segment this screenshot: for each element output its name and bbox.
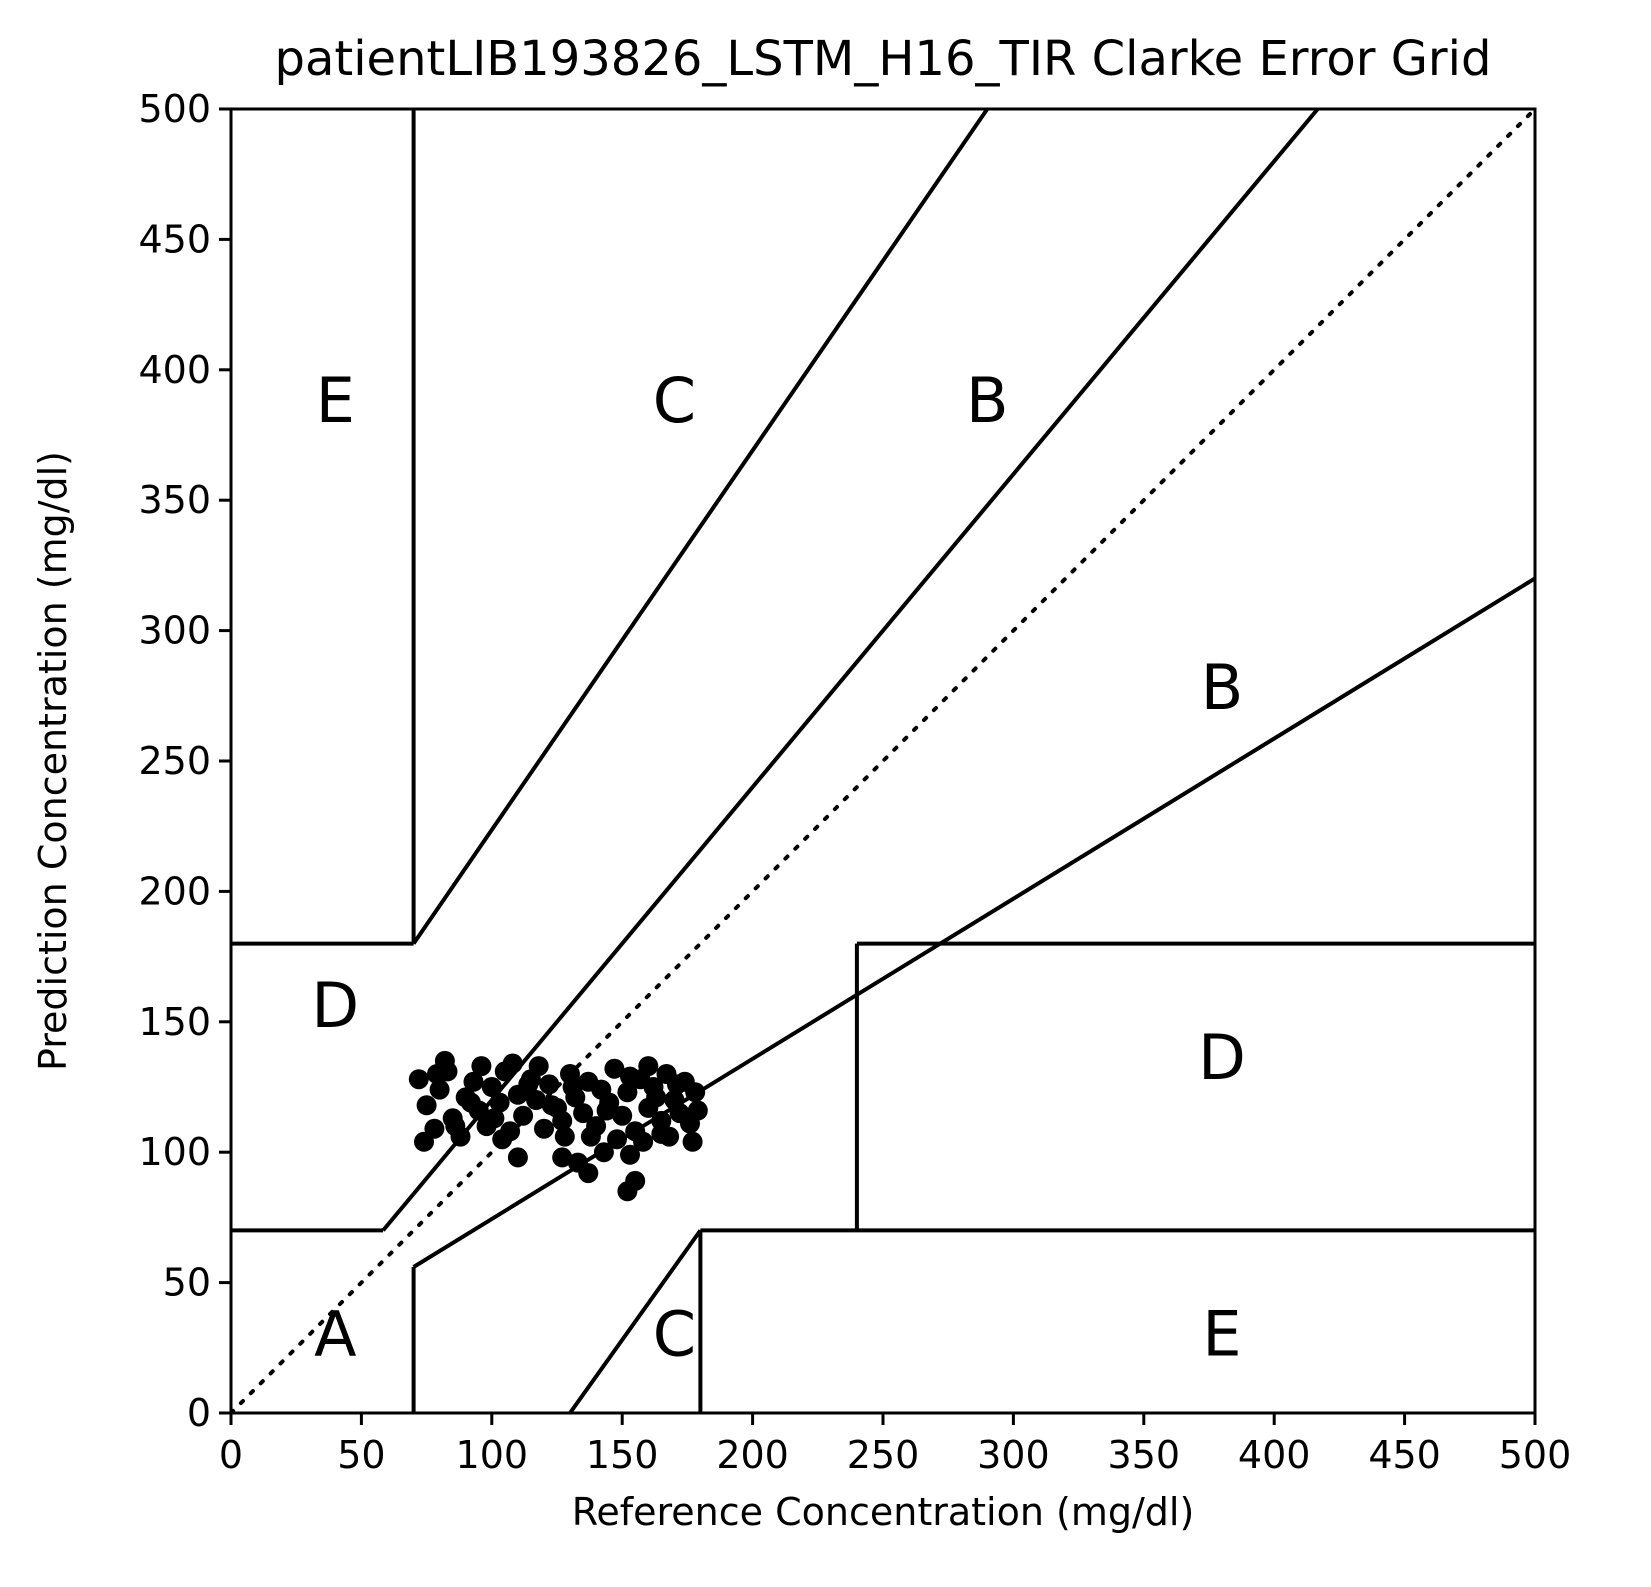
data-point: [646, 1087, 667, 1108]
x-tick-label: 300: [977, 1433, 1050, 1477]
y-tick-label: 400: [138, 348, 211, 392]
data-point: [573, 1103, 594, 1124]
data-point: [492, 1129, 513, 1150]
data-point: [620, 1144, 640, 1165]
data-point: [502, 1053, 523, 1074]
data-point: [463, 1071, 484, 1092]
data-point: [408, 1069, 429, 1090]
zone-label-d: D: [1198, 1021, 1246, 1094]
data-point: [604, 1058, 625, 1079]
y-tick-label: 300: [138, 609, 211, 653]
data-point: [416, 1095, 437, 1116]
x-tick-label: 100: [456, 1433, 529, 1477]
data-point: [539, 1074, 560, 1095]
x-tick-label: 500: [1499, 1433, 1572, 1477]
data-point: [471, 1056, 492, 1077]
zone-label-c: C: [653, 364, 696, 437]
y-tick-label: 100: [138, 1130, 211, 1174]
data-point: [534, 1118, 554, 1139]
x-tick-label: 250: [847, 1433, 920, 1477]
data-point: [484, 1108, 505, 1129]
data-point: [552, 1147, 573, 1168]
zone-label-b: B: [966, 364, 1009, 437]
y-tick-label: 150: [138, 1000, 211, 1044]
data-point: [414, 1131, 434, 1152]
c-upper-boundary: [411, 107, 989, 945]
data-point: [562, 1077, 583, 1097]
data-point: [638, 1056, 659, 1077]
data-point: [518, 1074, 539, 1095]
zone-label-e: E: [1202, 1298, 1241, 1371]
x-tick-label: 450: [1368, 1433, 1441, 1477]
zone-label-d: D: [311, 969, 359, 1042]
identity-line: [229, 107, 1537, 1415]
data-point: [633, 1131, 654, 1152]
data-point: [445, 1116, 466, 1137]
zone-label-c: C: [653, 1298, 696, 1371]
data-point: [593, 1142, 614, 1163]
y-axis: 0 50 100 150 200 250 300 350 400 450 500: [138, 87, 231, 1435]
chart-title: patientLIB193826_LSTM_H16_TIR Clarke Err…: [275, 31, 1492, 87]
data-point: [513, 1105, 534, 1126]
x-axis: 0 50 100 150 200 250 300 350 400 450 500: [219, 1413, 1571, 1477]
y-tick-label: 500: [138, 87, 211, 131]
data-point: [552, 1110, 573, 1131]
x-tick-label: 350: [1108, 1433, 1181, 1477]
x-tick-label: 400: [1238, 1433, 1311, 1477]
y-tick-label: 50: [163, 1261, 211, 1305]
data-point: [554, 1126, 575, 1147]
y-tick-label: 350: [138, 478, 211, 522]
data-point: [507, 1147, 528, 1168]
data-point: [620, 1066, 640, 1087]
zone-label-a: A: [314, 1298, 356, 1371]
x-tick-label: 150: [586, 1433, 659, 1477]
zone-label-e: E: [316, 364, 355, 437]
data-point: [596, 1100, 617, 1121]
data-point: [460, 1092, 481, 1113]
data-point: [687, 1100, 708, 1121]
data-point: [617, 1082, 638, 1103]
data-point: [429, 1079, 450, 1100]
data-point: [607, 1129, 627, 1150]
data-point: [427, 1064, 447, 1084]
data-point: [526, 1090, 547, 1110]
data-point: [489, 1092, 510, 1113]
x-tick-label: 0: [219, 1433, 243, 1477]
zone-labels: A B B C C D D E E: [311, 364, 1245, 1371]
data-point: [651, 1123, 672, 1144]
zone-label-b: B: [1201, 651, 1244, 724]
data-point: [580, 1126, 601, 1147]
y-tick-label: 250: [138, 739, 211, 783]
data-point: [612, 1105, 633, 1126]
data-point: [578, 1163, 599, 1184]
data-points: [408, 1050, 708, 1202]
data-point: [617, 1181, 638, 1202]
x-axis-label: Reference Concentration (mg/dl): [572, 1490, 1195, 1534]
zone-lines: [229, 107, 1537, 1415]
y-tick-label: 450: [138, 217, 211, 261]
b-upper-low-segment: [381, 1192, 416, 1232]
data-point: [528, 1056, 549, 1077]
data-point: [682, 1131, 703, 1152]
x-tick-label: 200: [716, 1433, 789, 1477]
data-point: [667, 1074, 687, 1095]
data-point: [481, 1077, 502, 1097]
c-lower-boundary: [568, 1229, 703, 1415]
y-tick-label: 0: [187, 1391, 211, 1435]
y-tick-label: 200: [138, 869, 211, 913]
b-upper-boundary: [412, 107, 1320, 1196]
y-axis-label: Prediction Concentration (mg/dl): [31, 451, 75, 1071]
x-tick-label: 50: [337, 1433, 385, 1477]
data-point: [541, 1095, 562, 1116]
data-point: [685, 1082, 706, 1103]
